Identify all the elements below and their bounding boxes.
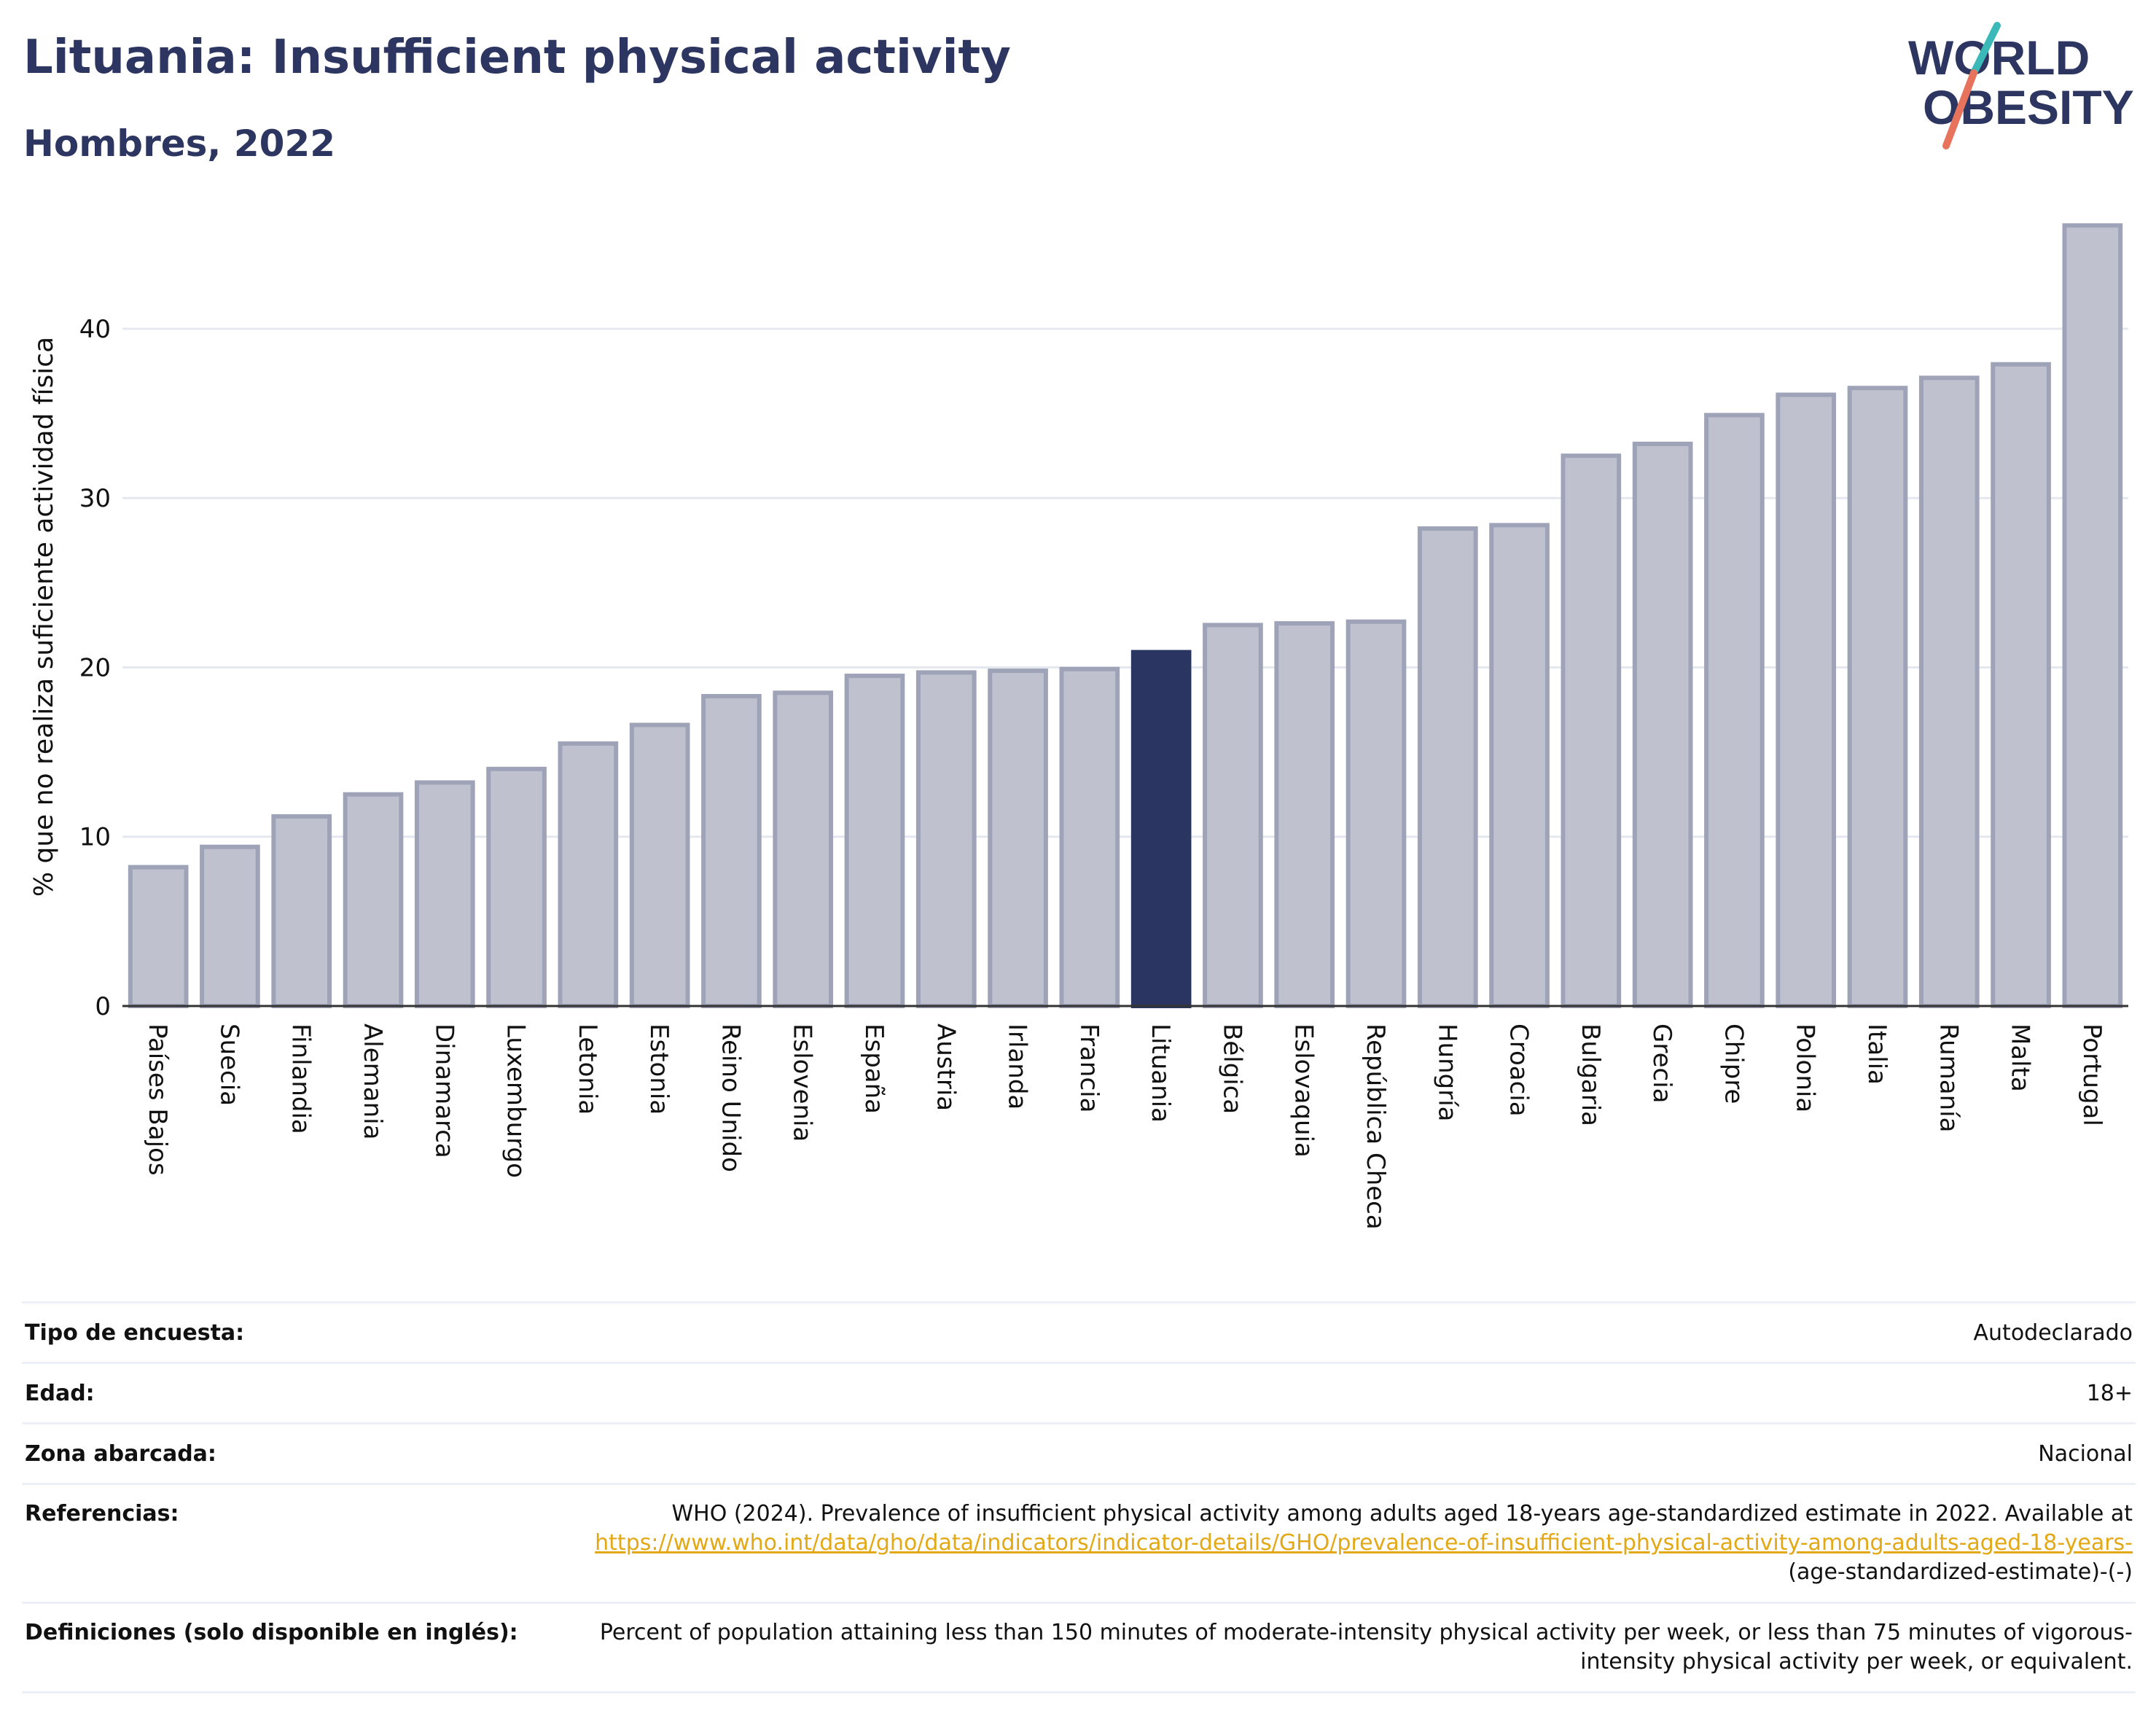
chart-subtitle: Hombres, 2022	[23, 122, 335, 165]
logo-slash-teal	[1970, 22, 2001, 77]
x-tick-label: Eslovaquia	[1289, 1024, 1319, 1158]
y-tick-label: 0	[95, 992, 111, 1021]
x-tick-label: Bélgica	[1217, 1024, 1246, 1114]
bar-highlight	[1130, 650, 1192, 1008]
survey-value: Autodeclarado	[538, 1301, 2136, 1364]
y-tick-label: 30	[79, 484, 111, 513]
bars	[128, 223, 2123, 1009]
x-tick-label: Portugal	[2077, 1024, 2106, 1126]
info-row-definitions: Definiciones (solo disponible en inglés)…	[22, 1602, 2136, 1693]
logo-slash-coral	[1942, 69, 1977, 149]
x-tick-label: Francia	[1074, 1024, 1104, 1112]
references-value: WHO (2024). Prevalence of insufficient p…	[538, 1483, 2136, 1604]
bar	[1203, 623, 1263, 1008]
x-tick-label: Chipre	[1719, 1024, 1748, 1104]
x-tick-label: Reino Unido	[716, 1024, 745, 1172]
age-label: Edad:	[22, 1362, 538, 1424]
references-label: Referencias:	[22, 1483, 538, 1604]
chart-title: Lituania: Insufficient physical activity	[23, 31, 1011, 85]
x-tick-label: Letonia	[573, 1024, 602, 1115]
bar	[629, 722, 690, 1008]
y-tick-label: 10	[79, 823, 111, 852]
info-row-references: Referencias: WHO (2024). Prevalence of i…	[22, 1483, 2136, 1604]
x-tick-label: Italia	[1862, 1024, 1891, 1085]
x-tick-label: Bulgaria	[1576, 1024, 1605, 1126]
bar	[1489, 523, 1550, 1008]
x-tick-label: Suecia	[214, 1024, 243, 1106]
area-value: Nacional	[538, 1422, 2136, 1485]
x-tick-label: Croacia	[1504, 1024, 1534, 1117]
info-row-age: Edad: 18+	[22, 1362, 2136, 1424]
bar	[844, 674, 905, 1009]
bar	[486, 766, 547, 1009]
bar	[1561, 453, 1622, 1008]
bar	[1776, 392, 1837, 1008]
bar	[200, 844, 260, 1008]
bar	[1847, 386, 1908, 1008]
x-tick-label: Finlandia	[286, 1024, 316, 1134]
survey-label: Tipo de encuesta:	[22, 1301, 538, 1364]
x-tick-label: Grecia	[1647, 1024, 1676, 1103]
bar	[1991, 362, 2051, 1008]
info-row-survey: Tipo de encuesta: Autodeclarado	[22, 1301, 2136, 1364]
bar	[1345, 619, 1407, 1008]
x-tick-label: Polonia	[1791, 1024, 1820, 1112]
bar	[414, 780, 475, 1008]
logo-line1: WORLD	[1908, 31, 2090, 85]
x-tick-label: República Checa	[1361, 1024, 1390, 1230]
y-tick-label: 40	[79, 315, 111, 344]
x-tick-label: Alemania	[358, 1024, 387, 1139]
area-label: Zona abarcada:	[22, 1422, 538, 1485]
bar	[773, 690, 834, 1008]
x-tick-labels: Países Bajos Suecia Finlandia Alemania Dinam…	[143, 1024, 2106, 1230]
info-table: Tipo de encuesta: Autodeclarado Edad: 18…	[22, 1301, 2136, 1693]
x-tick-label: Rumanía	[1934, 1024, 1963, 1132]
definitions-value: Percent of population attaining less tha…	[538, 1602, 2136, 1693]
info-row-area: Zona abarcada: Nacional	[22, 1422, 2136, 1485]
bar	[701, 693, 762, 1008]
bar	[1632, 441, 1693, 1008]
bar	[1274, 621, 1335, 1008]
references-text: WHO (2024). Prevalence of insufficient p…	[671, 1501, 2133, 1527]
y-tick-labels: 0 10 20 30 40	[79, 315, 111, 1021]
bar	[1704, 413, 1765, 1008]
bar-chart: 0 10 20 30 40 Países Bajos Suecia Finlandia Ale…	[29, 223, 2128, 1230]
x-tick-label: Austria	[931, 1024, 960, 1111]
bar	[915, 670, 977, 1008]
x-tick-label: Lituania	[1146, 1024, 1175, 1123]
x-tick-label: Países Bajos	[143, 1024, 172, 1176]
y-tick-label: 20	[79, 653, 111, 682]
references-suffix: (age-standardized-estimate)-(-)	[1788, 1559, 2133, 1585]
bar	[343, 792, 404, 1008]
x-tick-label: Irlanda	[1003, 1024, 1032, 1110]
bar	[128, 865, 189, 1008]
x-tick-label: Dinamarca	[429, 1024, 458, 1158]
x-tick-label: Luxemburgo	[501, 1024, 531, 1178]
y-axis-label: % que no realiza suficiente actividad fí…	[29, 337, 59, 897]
x-tick-label: Estonia	[644, 1024, 673, 1115]
age-value: 18+	[538, 1362, 2136, 1424]
bar	[271, 814, 332, 1008]
x-tick-label: Hungría	[1432, 1024, 1461, 1122]
world-obesity-logo: WORLD OBESITY	[1908, 22, 2134, 149]
definitions-label: Definiciones (solo disponible en inglés)…	[22, 1602, 538, 1693]
bar	[1918, 375, 1980, 1008]
bar	[2062, 223, 2123, 1009]
bar	[1417, 526, 1478, 1008]
bar	[558, 741, 619, 1008]
bar	[988, 668, 1048, 1008]
references-link[interactable]: https://www.who.int/data/gho/data/indica…	[595, 1530, 2133, 1556]
x-tick-label: España	[859, 1024, 888, 1114]
x-tick-label: Malta	[2006, 1024, 2035, 1092]
bar	[1059, 666, 1120, 1008]
x-tick-label: Eslovenia	[788, 1024, 817, 1142]
